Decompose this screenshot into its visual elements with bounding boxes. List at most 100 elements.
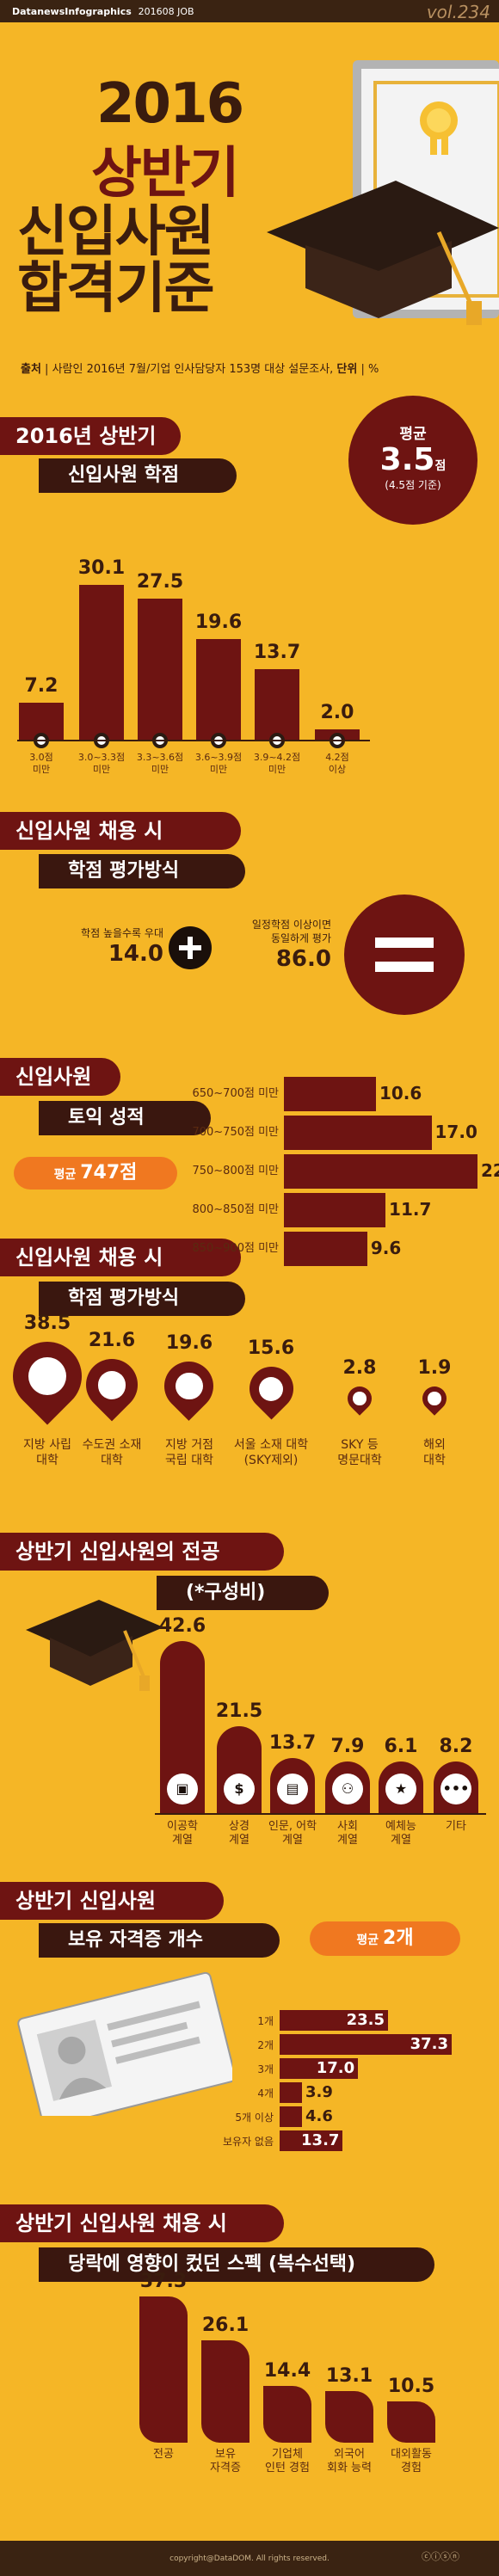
section3-sub: 토익 성적 [39, 1101, 211, 1135]
university-pin-hole [176, 1372, 203, 1400]
avg-label: 평균 [399, 426, 427, 443]
university-value: 38.5 [23, 1313, 71, 1334]
major-value: 21.5 [215, 1700, 263, 1723]
cert-category-label: 1개 [257, 2015, 274, 2027]
university-value: 15.6 [247, 1337, 295, 1360]
gpa-bar-value: 13.7 [253, 642, 301, 664]
source-label: 출처 [21, 363, 41, 376]
university-pin-hole [353, 1392, 367, 1405]
toeic-category-label: 800~850점 미만 [192, 1203, 279, 1216]
cert-bar-value: 23.5 [346, 2011, 385, 2029]
cert-avg-badge: 평균 2개 [310, 1921, 460, 1956]
footer-copyright: copyright@DataDOM. All rights reserved. [169, 2554, 330, 2563]
top-bar [0, 0, 499, 22]
footer-bar [0, 2541, 499, 2576]
cert-category-label: 4개 [257, 2087, 274, 2100]
university-value: 1.9 [417, 1357, 452, 1379]
section4-banner: 신입사원 채용 시 [0, 1239, 241, 1276]
section1-sub: 신입사원 학점 [39, 458, 237, 493]
cert-bar [280, 2010, 388, 2031]
university-label: 수도권 소재 대학 [82, 1438, 142, 1467]
toeic-bar [284, 1232, 367, 1266]
section7-banner: 상반기 신입사원 채용 시 [0, 2204, 284, 2242]
university-label: 서울 소재 대학 (SKY제외) [233, 1438, 309, 1467]
source-line: 출처 | 사람인 2016년 7월/기업 인사담당자 153명 대상 설문조사,… [21, 360, 379, 376]
major-value: 42.6 [158, 1615, 206, 1637]
university-label: 해외 대학 [423, 1438, 446, 1467]
spec-value: 14.4 [263, 2360, 311, 2382]
gpa-bar-value: 2.0 [320, 702, 354, 724]
spec-label: 외국어 회화 능력 [327, 2448, 372, 2475]
university-pin-hole [258, 1376, 283, 1401]
vol: vol.234 [426, 2, 490, 22]
section1-banner: 2016년 상반기 [0, 417, 181, 455]
title-line3: 신입사원 [17, 200, 215, 264]
spec-label: 전공 [153, 2448, 174, 2461]
spec-bar [263, 2386, 311, 2443]
section2-right-label1: 일정학점 이상이면 [251, 919, 331, 931]
people-icon: ⚇ [332, 1774, 363, 1804]
toeic-category-label: 750~800점 미만 [192, 1165, 279, 1177]
cert-bar [280, 2130, 343, 2151]
major-label: 기타 [446, 1820, 466, 1833]
section6-sub: 보유 자격증 개수 [39, 1923, 280, 1958]
section2-left-value: 14.0 [108, 941, 163, 967]
cert-bar [280, 2034, 452, 2055]
dots-icon: ••• [440, 1774, 471, 1804]
cert-category-label: 2개 [257, 2039, 274, 2051]
gpa-category-label: 3.0점 미만 [29, 752, 53, 775]
university-value: 19.6 [165, 1331, 213, 1354]
brand: DatanewsInfographics 201608 JOB [12, 6, 194, 17]
toeic-bar [284, 1116, 432, 1150]
university-value: 2.8 [342, 1357, 377, 1379]
university-pin-hole [97, 1370, 126, 1399]
section6-banner: 상반기 신입사원 [0, 1882, 224, 1920]
cert-bar-value: 4.6 [305, 2107, 333, 2125]
gpa-category-label: 4.2점 이상 [325, 752, 349, 775]
toeic-bar-value: 11.7 [389, 1199, 432, 1220]
toeic-category-label: 650~700점 미만 [192, 1087, 279, 1100]
section7-sub: 당락에 영향이 컸던 스펙 (복수선택) [39, 2247, 434, 2282]
toeic-bar [284, 1077, 376, 1111]
cert-bar-value: 13.7 [301, 2131, 340, 2149]
title-line4: 합격기준 [17, 257, 215, 321]
spec-value: 26.1 [201, 2315, 250, 2337]
issue: 201608 JOB [138, 6, 194, 17]
cc-icons: ⓒⓘⓢⓝ [422, 2551, 459, 2562]
toeic-avg-label: 평균 [53, 1168, 81, 1182]
university-value: 21.6 [88, 1330, 136, 1352]
avg-note: (4.5점 기준) [385, 478, 441, 491]
avg-value-row: 3.5점 [348, 443, 477, 477]
plus-icon [169, 926, 212, 969]
gpa-bar [196, 638, 241, 740]
gpa-category-label: 3.3~3.6점 미만 [136, 752, 184, 775]
toeic-bar-value: 17.0 [434, 1122, 477, 1142]
toeic-avg-value: 747점 [80, 1162, 138, 1183]
gpa-bar-value: 27.5 [136, 570, 184, 593]
brand-name: DatanewsInfographics [12, 6, 132, 17]
gpa-bar-value: 7.2 [24, 674, 59, 697]
graduation-cap-icon [267, 181, 499, 325]
chip-icon: ▣ [167, 1774, 198, 1804]
toeic-category-label: 700~750점 미만 [192, 1126, 279, 1139]
section2-banner: 신입사원 채용 시 [0, 812, 241, 850]
cert-bar [280, 2106, 302, 2127]
spec-value: 10.5 [387, 2376, 435, 2398]
spec-bar [139, 2296, 188, 2443]
spec-label: 기업체 인턴 경험 [265, 2448, 310, 2475]
avg-unit: 점 [434, 459, 447, 473]
unit-label: 단위 [336, 363, 358, 376]
gpa-bar [255, 669, 299, 740]
major-label: 상경 계열 [229, 1820, 250, 1847]
university-label: SKY 등 명문대학 [337, 1438, 382, 1467]
major-value: 7.9 [330, 1736, 365, 1757]
toeic-bar-value: 22.3 [481, 1160, 499, 1181]
toeic-avg-badge: 평균 747점 [14, 1157, 177, 1190]
toeic-bar [284, 1154, 477, 1189]
title-line2: 상반기 [91, 142, 240, 206]
gpa-bar-value: 30.1 [77, 557, 126, 579]
cert-bar-value: 3.9 [305, 2083, 333, 2101]
section2-left-label: 학점 높을수록 우대 [81, 927, 163, 939]
toeic-bar-value: 9.6 [370, 1238, 402, 1258]
cert-avg-label: 평균 [356, 1934, 384, 1947]
